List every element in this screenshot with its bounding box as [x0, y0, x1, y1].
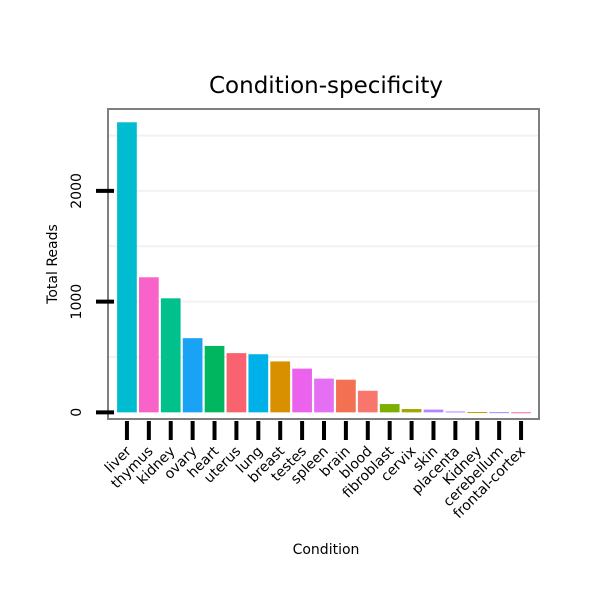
bar-brain	[336, 379, 356, 413]
y-tick-label: 2000	[69, 173, 85, 209]
y-tick-label: 0	[69, 408, 85, 417]
bar-testes	[292, 368, 312, 413]
bar-blood	[357, 390, 378, 413]
bar-frontal-cortex	[511, 412, 531, 414]
bar-kidney	[160, 298, 181, 413]
x-axis: liverthymuskidneyovaryheartuteruslungbre…	[102, 421, 529, 522]
bar-lung	[248, 354, 269, 413]
bar-cervix	[401, 409, 422, 413]
bar-breast	[270, 361, 291, 413]
bar-liver	[117, 122, 137, 413]
chart-title: Condition-specificity	[209, 73, 443, 99]
bar-heart	[204, 345, 225, 413]
bar-fibroblast	[379, 404, 400, 413]
x-axis-label: Condition	[293, 542, 360, 558]
bar-thymus	[138, 277, 159, 413]
y-axis-label: Total Reads	[45, 224, 61, 305]
y-axis: 0 1000 2000	[69, 173, 114, 417]
bar-cerebellum	[489, 412, 510, 414]
bar-skin	[423, 409, 444, 413]
plot-panel-border	[107, 108, 540, 420]
y-tick-label: 1000	[69, 284, 85, 320]
bars	[117, 122, 531, 414]
bar-placenta	[445, 411, 466, 413]
bar-ovary	[182, 338, 203, 413]
bar-uterus	[226, 353, 247, 413]
bar-kidney	[467, 412, 488, 414]
bar-spleen	[314, 378, 334, 413]
